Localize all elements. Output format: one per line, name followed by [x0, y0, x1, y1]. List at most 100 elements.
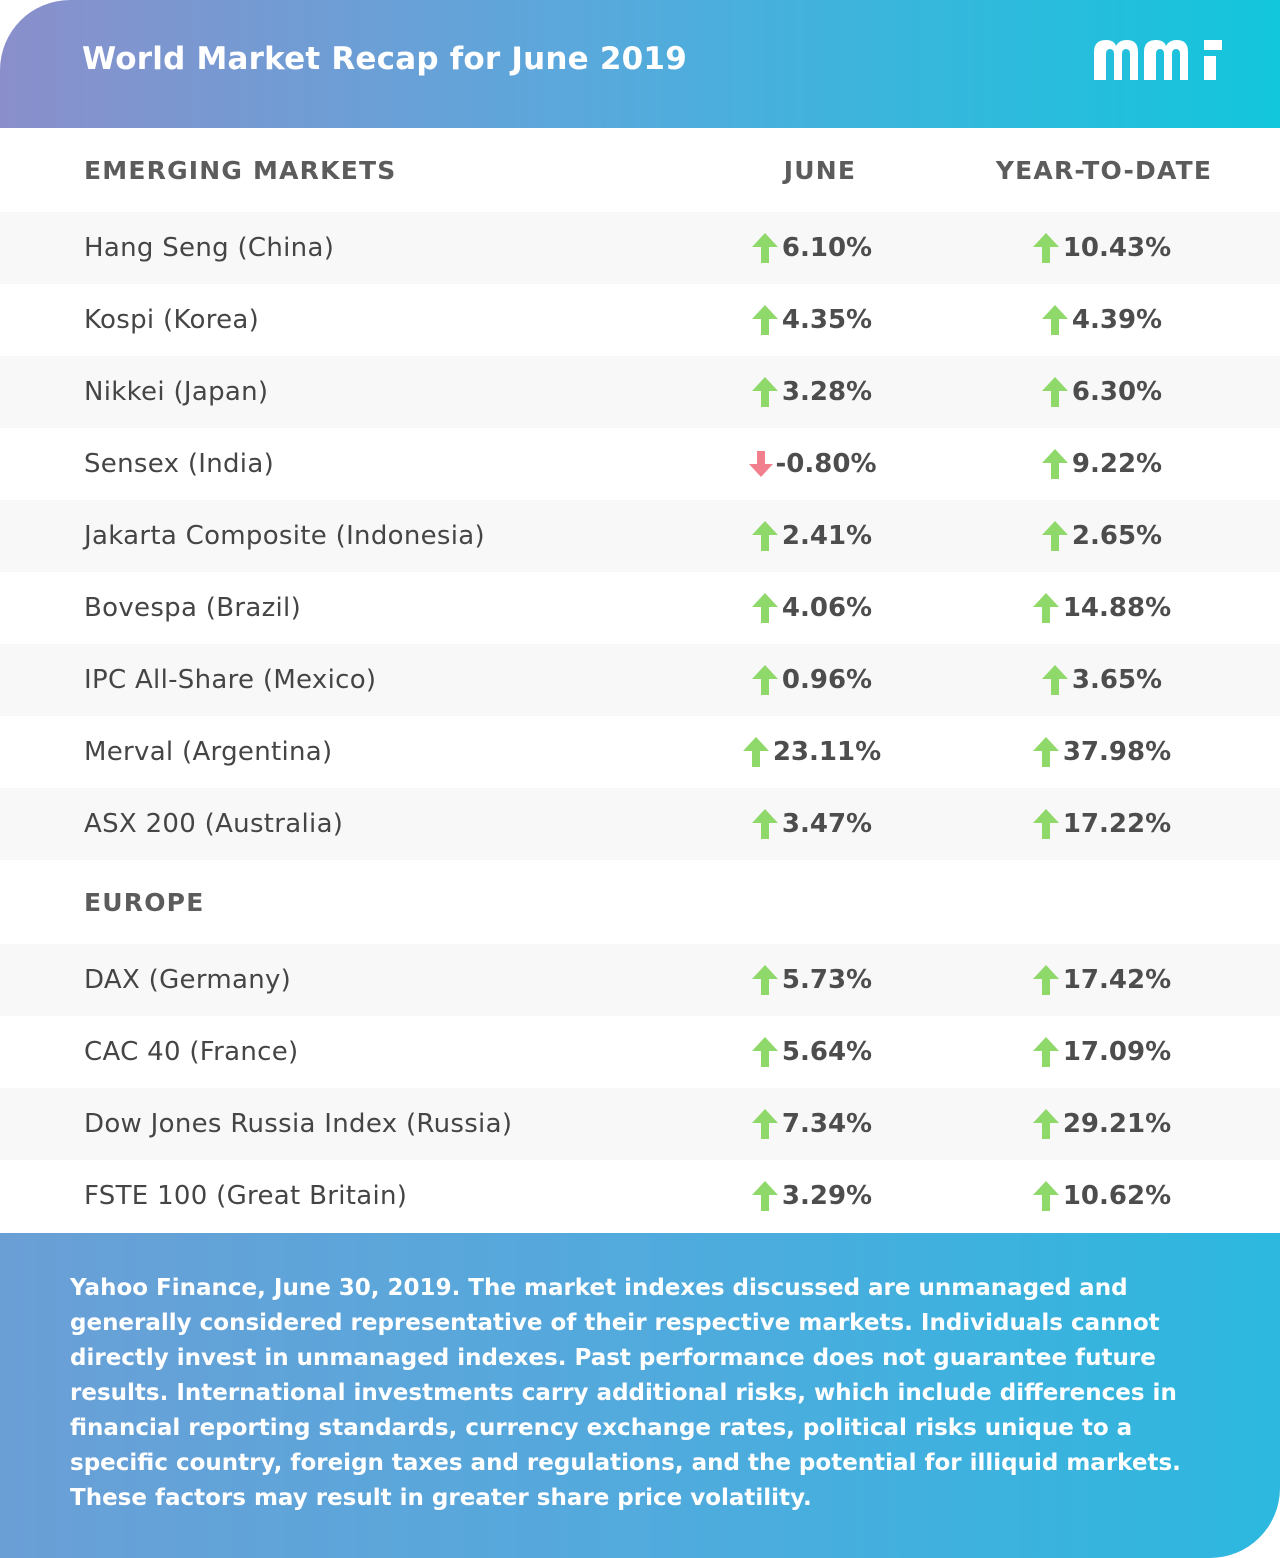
june-value-cell: 23.11% — [728, 716, 896, 788]
june-value: 4.35% — [781, 305, 873, 335]
arrow-up-icon — [1032, 1109, 1059, 1139]
ytd-value: 3.65% — [1071, 665, 1163, 695]
table-row: CAC 40 (France) 5.64% 17.09% — [0, 1016, 1280, 1088]
arrow-up-icon — [751, 305, 778, 335]
index-name: Bovespa (Brazil) — [84, 593, 302, 623]
june-value-cell: 3.28% — [728, 356, 896, 428]
arrow-up-icon — [1041, 665, 1068, 695]
europe-section-heading: EUROPE — [0, 860, 1280, 944]
emerging-markets-rows: Hang Seng (China) 6.10% 10.43% Kospi (Korea… — [0, 212, 1280, 860]
ytd-value: 10.62% — [1062, 1181, 1172, 1211]
index-name: Nikkei (Japan) — [84, 377, 269, 407]
june-value: 7.34% — [781, 1109, 873, 1139]
arrow-down-icon — [748, 451, 773, 477]
june-column-heading: JUNE — [783, 155, 857, 185]
ytd-value-cell: 2.65% — [1018, 500, 1186, 572]
ytd-value: 4.39% — [1071, 305, 1163, 335]
june-value: 5.73% — [781, 965, 873, 995]
table-column-headers: EMERGING MARKETS JUNE YEAR-TO-DATE — [0, 128, 1280, 212]
arrow-up-icon — [1032, 737, 1059, 767]
june-value: -0.80% — [775, 449, 877, 479]
table-row: Nikkei (Japan) 3.28% 6.30% — [0, 356, 1280, 428]
june-value-cell: 2.41% — [728, 500, 896, 572]
ytd-value-cell: 6.30% — [1018, 356, 1186, 428]
june-value: 3.29% — [781, 1181, 873, 1211]
ytd-value: 17.42% — [1062, 965, 1172, 995]
table-row: Jakarta Composite (Indonesia) 2.41% 2.65% — [0, 500, 1280, 572]
ytd-value-cell: 17.22% — [1018, 788, 1186, 860]
index-name: Jakarta Composite (Indonesia) — [84, 521, 485, 551]
europe-heading: EUROPE — [84, 887, 205, 917]
mm-logo-icon — [1094, 40, 1222, 80]
june-value: 5.64% — [781, 1037, 873, 1067]
arrow-up-icon — [1041, 377, 1068, 407]
june-value-cell: 5.73% — [728, 944, 896, 1016]
ytd-value-cell: 14.88% — [1018, 572, 1186, 644]
arrow-up-icon — [1041, 521, 1068, 551]
ytd-value-cell: 17.09% — [1018, 1016, 1186, 1088]
ytd-value: 2.65% — [1071, 521, 1163, 551]
europe-rows: DAX (Germany) 5.73% 17.42% CAC 40 (France) 5… — [0, 944, 1280, 1232]
ytd-value: 17.09% — [1062, 1037, 1172, 1067]
ytd-value: 9.22% — [1071, 449, 1163, 479]
ytd-value-cell: 3.65% — [1018, 644, 1186, 716]
june-value: 0.96% — [781, 665, 873, 695]
arrow-up-icon — [1041, 449, 1068, 479]
june-value-cell: 5.64% — [728, 1016, 896, 1088]
arrow-up-icon — [751, 1181, 778, 1211]
june-value-cell: 6.10% — [728, 212, 896, 284]
index-name: DAX (Germany) — [84, 965, 292, 995]
arrow-up-icon — [1032, 593, 1059, 623]
index-name: ASX 200 (Australia) — [84, 809, 344, 839]
table-row: Kospi (Korea) 4.35% 4.39% — [0, 284, 1280, 356]
june-value-cell: 0.96% — [728, 644, 896, 716]
index-name: FSTE 100 (Great Britain) — [84, 1181, 408, 1211]
index-name: Hang Seng (China) — [84, 233, 335, 263]
disclaimer-footer: Yahoo Finance, June 30, 2019. The market… — [0, 1233, 1280, 1558]
ytd-value-cell: 17.42% — [1018, 944, 1186, 1016]
page-title: World Market Recap for June 2019 — [82, 41, 687, 77]
june-value-cell: 4.35% — [728, 284, 896, 356]
arrow-up-icon — [751, 593, 778, 623]
ytd-value-cell: 10.62% — [1018, 1160, 1186, 1232]
table-row: Dow Jones Russia Index (Russia) 7.34% 29.2… — [0, 1088, 1280, 1160]
arrow-up-icon — [751, 521, 778, 551]
ytd-value-cell: 29.21% — [1018, 1088, 1186, 1160]
ytd-value-cell: 9.22% — [1018, 428, 1186, 500]
arrow-up-icon — [751, 1037, 778, 1067]
arrow-up-icon — [751, 809, 778, 839]
june-value-cell: -0.80% — [728, 428, 896, 500]
ytd-value: 29.21% — [1062, 1109, 1172, 1139]
table-row: DAX (Germany) 5.73% 17.42% — [0, 944, 1280, 1016]
june-value-cell: 7.34% — [728, 1088, 896, 1160]
disclaimer-text: Yahoo Finance, June 30, 2019. The market… — [70, 1275, 1181, 1511]
table-row: FSTE 100 (Great Britain) 3.29% 10.62% — [0, 1160, 1280, 1232]
arrow-up-icon — [1032, 233, 1059, 263]
ytd-column-heading: YEAR-TO-DATE — [995, 155, 1213, 185]
ytd-value-cell: 10.43% — [1018, 212, 1186, 284]
june-value-cell: 4.06% — [728, 572, 896, 644]
arrow-up-icon — [751, 1109, 778, 1139]
table-row: IPC All-Share (Mexico) 0.96% 3.65% — [0, 644, 1280, 716]
june-value: 6.10% — [781, 233, 873, 263]
arrow-up-icon — [751, 665, 778, 695]
table-row: Merval (Argentina) 23.11% 37.98% — [0, 716, 1280, 788]
index-name: IPC All-Share (Mexico) — [84, 665, 377, 695]
market-table: EMERGING MARKETS JUNE YEAR-TO-DATE Hang … — [0, 128, 1280, 1232]
ytd-value: 10.43% — [1062, 233, 1172, 263]
table-row: Hang Seng (China) 6.10% 10.43% — [0, 212, 1280, 284]
ytd-value-cell: 4.39% — [1018, 284, 1186, 356]
june-value: 3.28% — [781, 377, 873, 407]
index-name: Sensex (India) — [84, 449, 275, 479]
june-value: 4.06% — [781, 593, 873, 623]
table-row: Bovespa (Brazil) 4.06% 14.88% — [0, 572, 1280, 644]
arrow-up-icon — [1032, 809, 1059, 839]
arrow-up-icon — [751, 233, 778, 263]
arrow-up-icon — [1032, 1037, 1059, 1067]
ytd-value-cell: 37.98% — [1018, 716, 1186, 788]
index-name: Dow Jones Russia Index (Russia) — [84, 1109, 513, 1139]
arrow-up-icon — [1041, 305, 1068, 335]
june-value-cell: 3.29% — [728, 1160, 896, 1232]
ytd-value: 37.98% — [1062, 737, 1172, 767]
table-row: Sensex (India) -0.80% 9.22% — [0, 428, 1280, 500]
